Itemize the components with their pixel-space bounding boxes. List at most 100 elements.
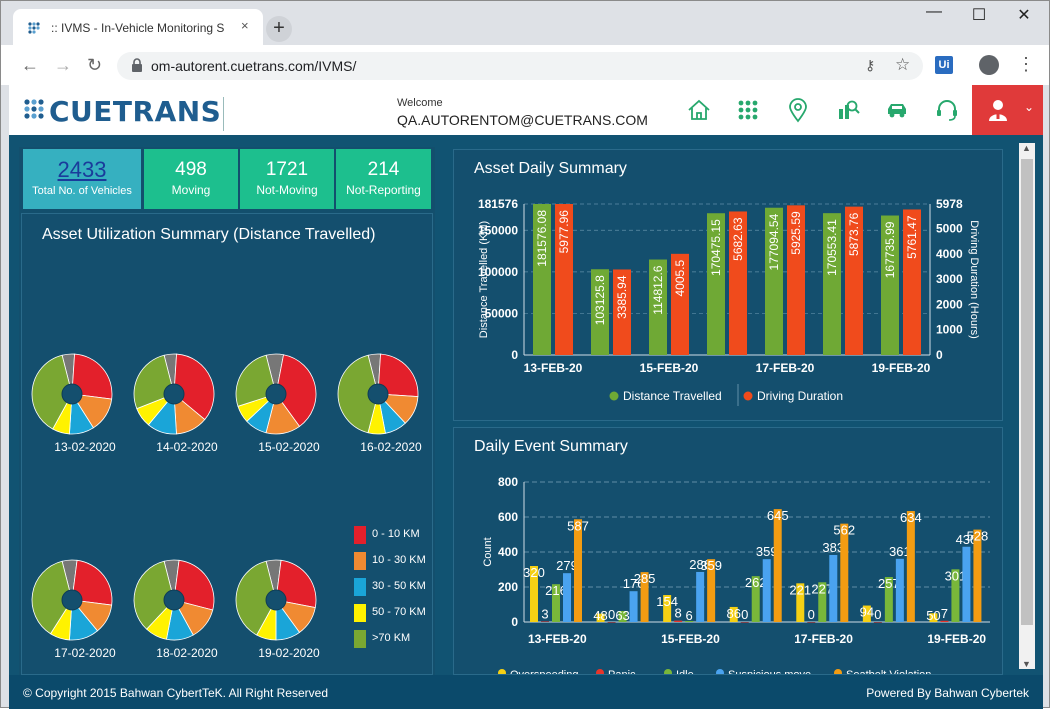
bar[interactable] (751, 576, 760, 622)
report-search-icon[interactable] (835, 97, 861, 123)
scroll-up-icon[interactable]: ▲ (1022, 143, 1031, 153)
pie-slice[interactable] (71, 353, 113, 400)
reload-icon[interactable]: ↻ (87, 55, 103, 75)
bar[interactable] (940, 620, 949, 622)
pie-slice[interactable] (173, 353, 215, 421)
bar[interactable] (533, 203, 551, 355)
bar[interactable] (884, 577, 893, 622)
uipath-extension-icon[interactable]: Ui (935, 56, 953, 74)
bar[interactable] (671, 253, 689, 355)
bar[interactable] (881, 215, 899, 355)
bar[interactable] (674, 620, 683, 622)
bar[interactable] (765, 207, 783, 355)
kpi-not-moving[interactable]: 1721 Not-Moving (240, 149, 334, 209)
user-menu-button[interactable]: ⌄ (972, 85, 1043, 135)
bar[interactable] (552, 584, 560, 622)
browser-menu-icon[interactable]: ⋮ (1017, 54, 1035, 74)
legend-item[interactable]: Driving Duration (743, 389, 844, 403)
kpi-value[interactable]: 2433 (57, 157, 107, 182)
vehicle-icon[interactable] (884, 97, 910, 123)
bookmark-star-icon[interactable]: ☆ (895, 55, 911, 74)
bar[interactable] (596, 613, 605, 622)
bar[interactable] (555, 204, 573, 355)
scroll-down-icon[interactable]: ▼ (1022, 659, 1031, 669)
bar[interactable] (607, 622, 616, 623)
bar[interactable] (962, 546, 971, 622)
legend-item[interactable]: Idle (664, 669, 694, 675)
bar[interactable] (729, 606, 738, 622)
browser-tab[interactable]: :: IVMS - In-Vehicle Monitoring S × (13, 9, 263, 45)
back-icon[interactable]: ← (21, 55, 39, 75)
bar[interactable] (823, 213, 841, 355)
bar[interactable] (530, 566, 538, 622)
pie-chart[interactable] (235, 353, 317, 435)
bar[interactable] (541, 621, 549, 622)
kpi-not-reporting[interactable]: 214 Not-Reporting (336, 149, 431, 209)
bar[interactable] (773, 509, 782, 622)
pie-chart[interactable] (337, 353, 419, 435)
apps-grid-icon[interactable] (735, 97, 761, 123)
bar[interactable] (796, 583, 805, 622)
legend-item[interactable]: Overspeeding (498, 669, 579, 675)
bar[interactable] (574, 519, 582, 622)
page-scrollbar[interactable]: ▲ ▼ (1019, 143, 1035, 669)
pie-slice[interactable] (71, 559, 113, 606)
bar[interactable] (787, 205, 805, 355)
pie-chart[interactable] (31, 559, 113, 641)
pie-chart[interactable] (133, 559, 215, 641)
bar[interactable] (973, 529, 982, 622)
new-tab-button[interactable]: + (266, 16, 292, 42)
pie-slice[interactable] (133, 560, 175, 630)
bar[interactable] (663, 595, 672, 622)
pie-slice[interactable] (275, 354, 317, 427)
bar[interactable] (618, 610, 627, 622)
bar[interactable] (729, 211, 747, 355)
bar[interactable] (591, 269, 609, 355)
bar[interactable] (951, 569, 960, 622)
bar[interactable] (829, 554, 838, 622)
bar[interactable] (629, 591, 638, 622)
pie-slice[interactable] (377, 353, 419, 397)
bar[interactable] (862, 605, 871, 622)
pie-slice[interactable] (31, 354, 73, 430)
bar[interactable] (903, 209, 921, 355)
bar[interactable] (807, 622, 816, 623)
bar[interactable] (845, 206, 863, 355)
kpi-moving[interactable]: 498 Moving (144, 149, 238, 209)
bar[interactable] (929, 613, 938, 622)
bar[interactable] (685, 620, 694, 622)
pie-chart[interactable] (235, 559, 317, 641)
legend-item[interactable]: Panic (596, 669, 636, 675)
pie-slice[interactable] (31, 560, 73, 635)
key-icon[interactable]: ⚷ (865, 57, 876, 73)
pie-slice[interactable] (275, 559, 317, 609)
maximize-icon[interactable]: ☐ (971, 7, 987, 24)
location-pin-icon[interactable] (785, 97, 811, 123)
bar[interactable] (707, 559, 716, 622)
bar[interactable] (895, 558, 904, 622)
legend-item[interactable]: Distance Travelled (609, 389, 722, 403)
close-tab-icon[interactable]: × (241, 18, 249, 33)
pie-slice[interactable] (337, 354, 379, 434)
bar[interactable] (707, 213, 725, 355)
close-window-icon[interactable]: ✕ (1017, 7, 1031, 24)
minimize-icon[interactable]: — (926, 3, 942, 20)
bar[interactable] (613, 269, 631, 355)
bar[interactable] (873, 622, 882, 623)
profile-icon[interactable] (979, 55, 999, 75)
pie-chart[interactable] (133, 353, 215, 435)
bar[interactable] (762, 559, 771, 622)
support-headset-icon[interactable] (934, 97, 960, 123)
legend-item[interactable]: Suspicious move (716, 669, 811, 675)
bar[interactable] (649, 259, 667, 355)
bar[interactable] (906, 511, 915, 622)
bar[interactable] (563, 573, 571, 622)
address-bar[interactable]: om-autorent.cuetrans.com/IVMS/ ⚷ ☆ (117, 52, 923, 80)
pie-chart[interactable] (31, 353, 113, 435)
legend-item[interactable]: Seatbelt Violation (834, 669, 931, 675)
scrollbar-thumb[interactable] (1021, 159, 1033, 625)
home-icon[interactable] (686, 97, 712, 123)
forward-icon[interactable]: → (54, 55, 72, 75)
bar[interactable] (840, 523, 849, 622)
bar[interactable] (696, 571, 705, 622)
